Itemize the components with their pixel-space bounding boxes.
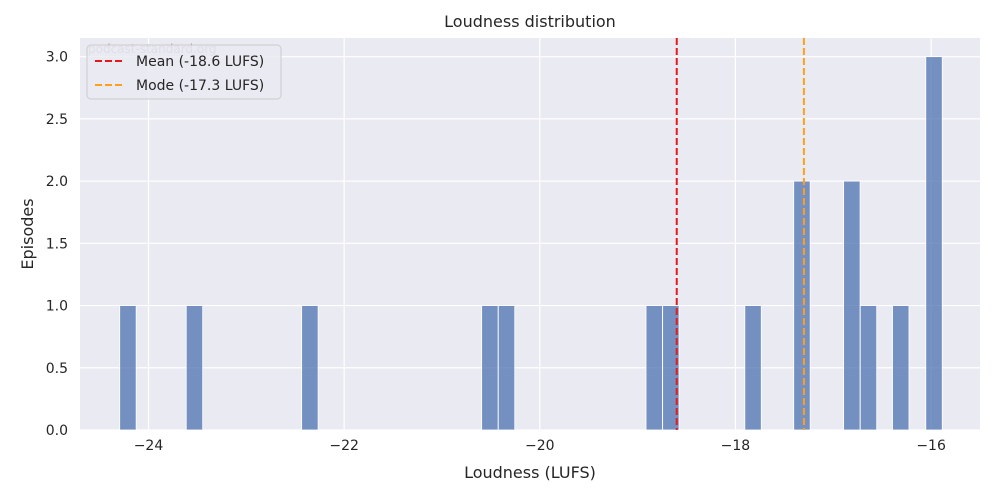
histogram-bar — [892, 305, 910, 431]
y-tick-label: 3.0 — [46, 50, 68, 66]
histogram-bar — [497, 305, 516, 431]
histogram-bar — [744, 305, 762, 431]
grid-lines — [80, 38, 980, 431]
histogram-bar — [119, 305, 137, 431]
legend-mode-label: Mode (-17.3 LUFS) — [136, 78, 264, 94]
histogram-bar — [481, 305, 499, 431]
histogram-bar — [645, 305, 663, 431]
histogram-bar — [793, 180, 811, 431]
histogram-bar — [843, 180, 861, 431]
y-tick-label: 1.5 — [46, 236, 68, 252]
y-tick-label: 0.5 — [46, 361, 68, 377]
legend-mean-label: Mean (-18.6 LUFS) — [136, 54, 264, 70]
x-tick-label: −24 — [134, 438, 164, 454]
chart-title: Loudness distribution — [444, 12, 616, 31]
reference-lines — [675, 38, 805, 430]
y-tick-label: 1.0 — [46, 299, 68, 315]
x-axis-label: Loudness (LUFS) — [464, 463, 596, 482]
y-tick-label: 0.0 — [46, 423, 68, 439]
legend: Mean (-18.6 LUFS) Mode (-17.3 LUFS) — [86, 44, 282, 100]
x-tick-label: −20 — [525, 438, 555, 454]
x-tick-label: −22 — [329, 438, 359, 454]
histogram-bar — [301, 305, 319, 431]
y-tick-label: 2.5 — [46, 112, 68, 128]
histogram-bar — [185, 305, 204, 431]
y-tick-label: 2.0 — [46, 174, 68, 190]
legend-box — [86, 44, 282, 100]
y-axis-label: Episodes — [18, 198, 37, 269]
histogram-bar — [662, 305, 680, 431]
tick-labels: −24 −22 −20 −18 −16 0.0 0.5 1.0 1.5 2.0 2.5 3.0 — [46, 50, 946, 454]
histogram-bars — [119, 56, 943, 431]
x-tick-label: −16 — [916, 438, 946, 454]
histogram-bar — [859, 305, 878, 431]
x-tick-label: −18 — [721, 438, 751, 454]
histogram-bar — [925, 56, 943, 431]
plot-background — [80, 38, 980, 430]
